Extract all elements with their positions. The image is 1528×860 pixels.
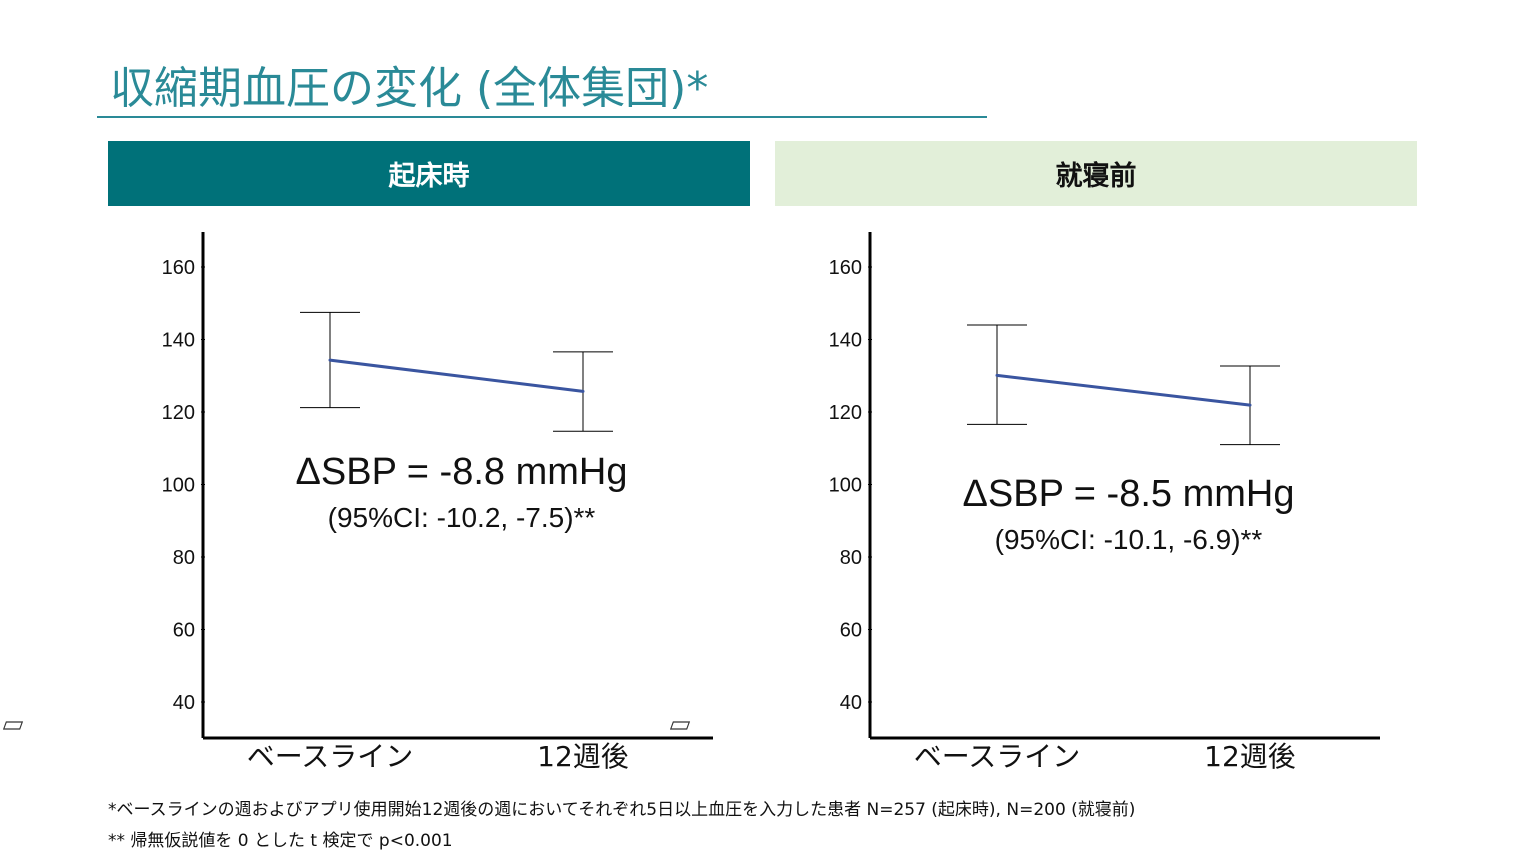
y-tick-label: 140 <box>829 330 862 352</box>
panel-header-wakeup: 起床時 <box>108 141 750 206</box>
data-point <box>1248 403 1252 407</box>
x-category-label: 12週後 <box>1204 740 1296 773</box>
data-point <box>581 389 585 393</box>
y-tick-label: 40 <box>840 692 862 714</box>
title-underline <box>97 116 987 118</box>
mean-line <box>329 358 584 393</box>
y-tick-label: 60 <box>173 620 195 642</box>
y-tick-label: 80 <box>173 547 195 569</box>
mean-line <box>996 373 1251 407</box>
y-tick-label: 160 <box>162 257 195 279</box>
confidence-interval-annotation: (95%CI: -10.1, -6.9)** <box>995 524 1263 555</box>
y-tick-label: 40 <box>173 692 195 714</box>
y-tick-label: 100 <box>162 475 195 497</box>
confidence-interval-annotation: (95%CI: -10.2, -7.5)** <box>328 502 596 533</box>
y-tick-label: 120 <box>162 402 195 424</box>
chart-bedtime: 40 60 80 100 120 140 160 ベースライン 12週後 ΔSBP = -8.5 … <box>669 232 1380 773</box>
delta-sbp-annotation: ΔSBP = -8.5 mmHg <box>963 473 1295 515</box>
delta-sbp-annotation: ΔSBP = -8.8 mmHg <box>296 451 628 493</box>
panel-header-bedtime: 就寝前 <box>775 141 1417 206</box>
x-category-label: ベースライン <box>247 740 414 773</box>
axis-break-marker <box>2 721 24 730</box>
x-category-label: 12週後 <box>537 740 629 773</box>
chart-wakeup: 40 60 80 100 120 140 160 ベースライン 12週後 ΔSBP = -8.8 … <box>2 232 713 773</box>
y-tick-label: 120 <box>829 402 862 424</box>
x-category-label: ベースライン <box>914 740 1081 773</box>
axis-break-marker <box>669 721 691 730</box>
page-title: 収縮期血圧の変化 (全体集団)* <box>110 63 709 114</box>
y-tick-label: 160 <box>829 257 862 279</box>
y-tick-label: 100 <box>829 475 862 497</box>
data-point <box>328 358 332 362</box>
y-tick-label: 60 <box>840 620 862 642</box>
y-tick-label: 80 <box>840 547 862 569</box>
footnote-test: ** 帰無仮説値を 0 とした t 検定で p<0.001 <box>108 831 453 851</box>
footnote-population: *ベースラインの週およびアプリ使用開始12週後の週においてそれぞれ5日以上血圧を… <box>108 800 1136 820</box>
data-point <box>995 373 999 377</box>
y-tick-label: 140 <box>162 330 195 352</box>
